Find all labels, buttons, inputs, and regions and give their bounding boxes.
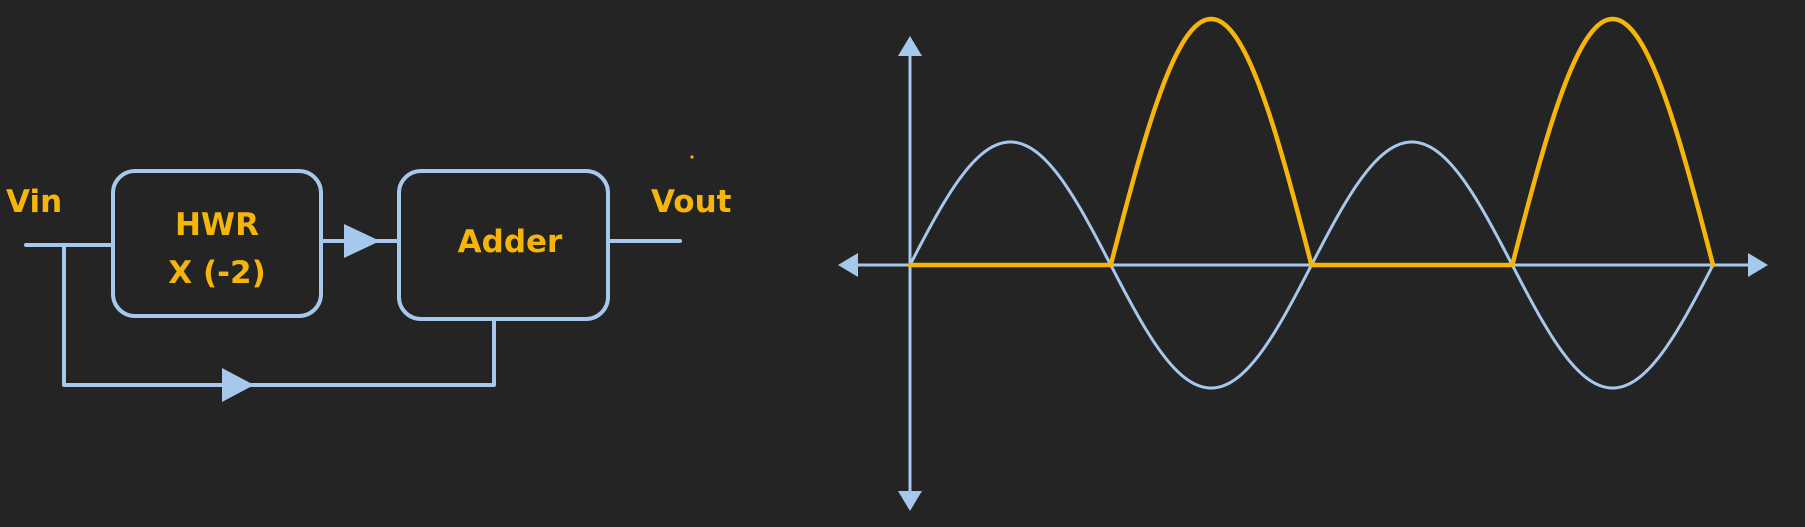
y-axis-bottom-arrow-icon xyxy=(898,491,922,511)
stray-dot xyxy=(690,155,693,158)
adder-label: Adder xyxy=(458,224,563,260)
feedback-arrow-icon xyxy=(222,368,254,402)
hwr-gain-label: X (-2) xyxy=(168,255,265,291)
vout-label: Vout xyxy=(651,184,732,220)
waveform-plot xyxy=(838,19,1768,511)
y-axis-top-arrow-icon xyxy=(898,36,922,56)
block-diagram: Vin Vout HWR X (-2) Adder xyxy=(6,155,732,402)
x-axis-left-arrow-icon xyxy=(838,253,858,277)
vin-label: Vin xyxy=(6,184,62,220)
vout-waveform xyxy=(910,19,1713,265)
hwr-label: HWR xyxy=(175,207,259,243)
x-axis-right-arrow-icon xyxy=(1748,253,1768,277)
hwr-block xyxy=(113,171,321,316)
